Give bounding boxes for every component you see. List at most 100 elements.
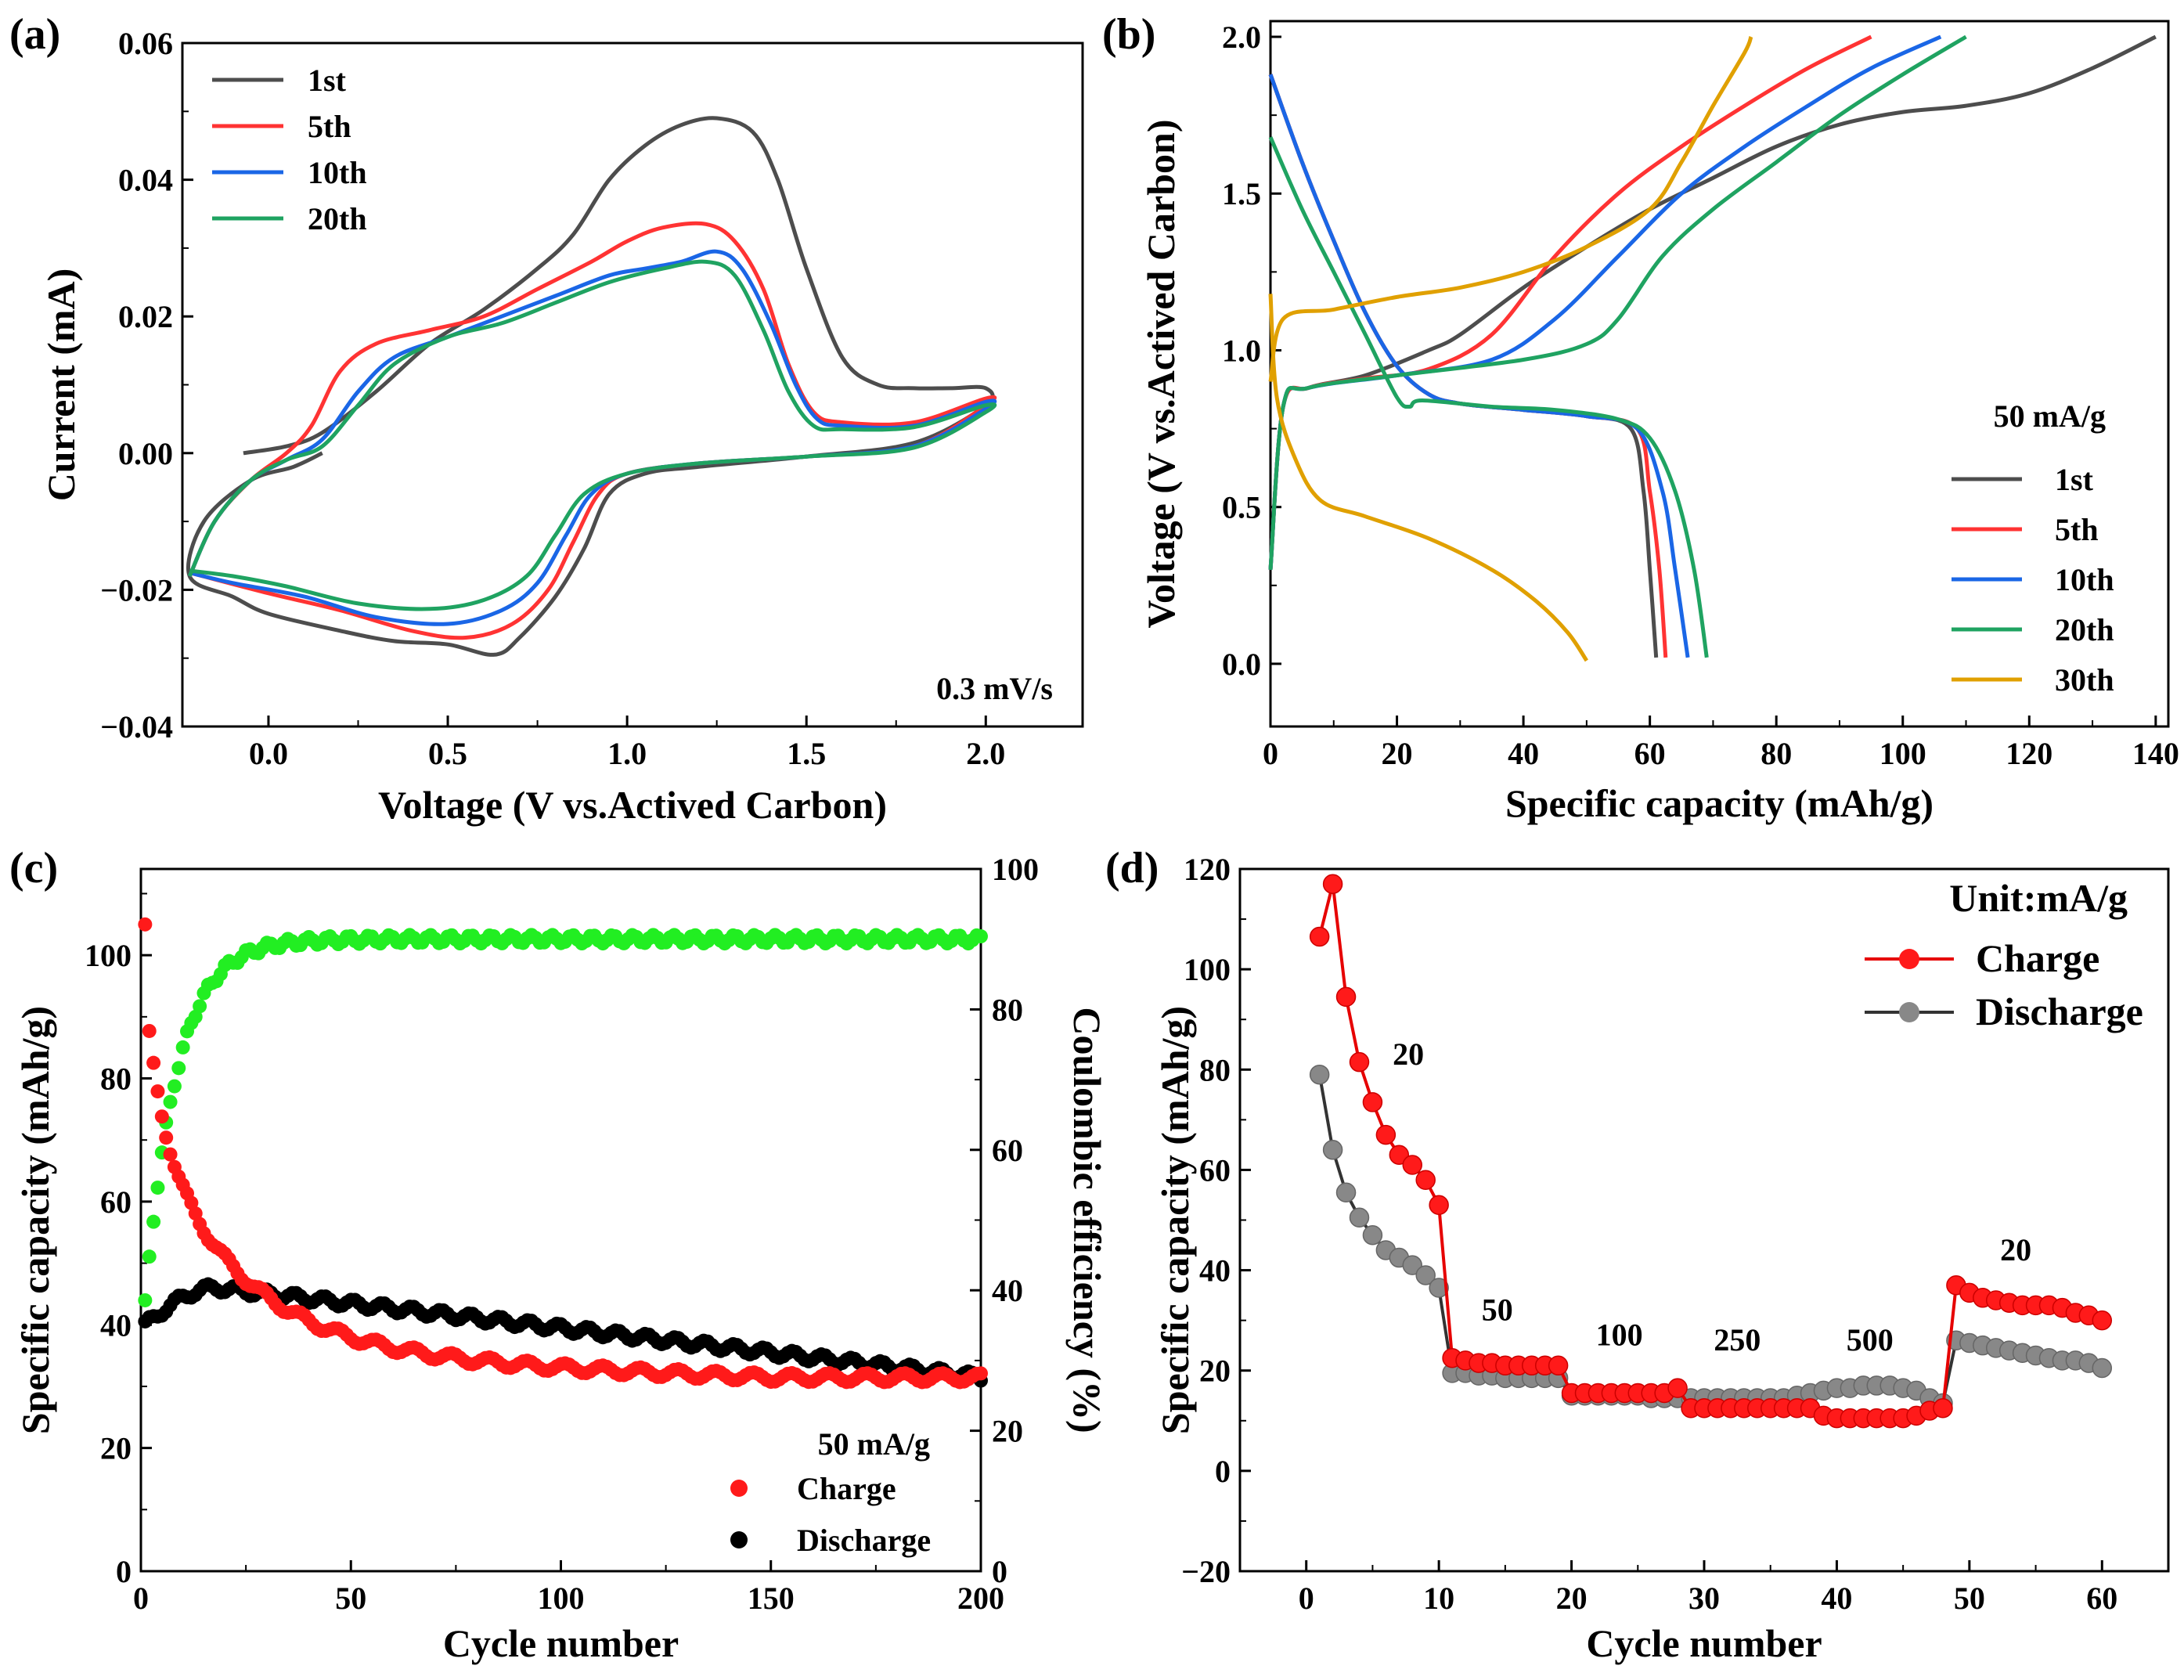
panel-d-x-axis-title: Cycle number xyxy=(1586,1621,1822,1665)
panel-c-frame xyxy=(139,867,982,1573)
ce-point xyxy=(188,1009,203,1024)
rate-point-Discharge xyxy=(1309,1064,1330,1085)
rate-label: 20 xyxy=(1393,1036,1424,1072)
rate-point-Charge xyxy=(1548,1355,1569,1376)
panel-d-ytick-label: 0 xyxy=(1215,1454,1231,1489)
legend-marker-Charge xyxy=(1899,949,1919,969)
panel-d-xtick-label: 0 xyxy=(1299,1581,1314,1616)
panel-d-xtick-label: 50 xyxy=(1954,1581,1985,1616)
legend-label-1st: 1st xyxy=(308,63,347,98)
panel-b-xtick-label: 20 xyxy=(1382,736,1413,771)
legend-label-10th: 10th xyxy=(2055,562,2114,597)
panel-d-xtick-label: 40 xyxy=(1821,1581,1852,1616)
panel-a-ytick-label: −0.04 xyxy=(100,709,173,744)
rate-point-Charge xyxy=(1933,1398,1953,1419)
panel-d-ytick-label: 80 xyxy=(1199,1052,1231,1087)
legend-label-Discharge-d: Discharge xyxy=(1976,990,2143,1033)
discharge-curve-20th xyxy=(1268,136,1709,658)
legend-label-20th: 20th xyxy=(2055,612,2114,647)
legend-label-Charge-d: Charge xyxy=(1976,936,2099,980)
rate-label: 250 xyxy=(1714,1322,1761,1357)
panel-b-label: (b) xyxy=(1102,10,1155,59)
ce-point xyxy=(167,1079,182,1094)
panel-a-ytick-label: 0.04 xyxy=(118,163,173,198)
charge-curve-1st xyxy=(1268,34,2157,570)
panel-c-xtick-label: 50 xyxy=(335,1581,366,1616)
rate-point-Charge xyxy=(1349,1051,1370,1073)
panel-a-xtick-label: 0.0 xyxy=(249,736,288,771)
legend-label-1st: 1st xyxy=(2055,462,2094,497)
charge-point xyxy=(159,1130,174,1145)
legend-title-unit: Unit:mA/g xyxy=(1949,876,2128,920)
panel-c-xtick-label: 150 xyxy=(748,1581,795,1616)
panel-d-ytick-label: 120 xyxy=(1184,852,1231,887)
panel-a-ytick-label: 0.02 xyxy=(118,299,173,334)
panel-d-ytick-label: 60 xyxy=(1199,1152,1231,1188)
legend-marker-Discharge xyxy=(1899,1002,1919,1022)
rate-point-Charge xyxy=(1389,1145,1410,1165)
ce-point xyxy=(974,929,988,944)
rate-point-Discharge xyxy=(1362,1224,1383,1246)
panel-c-ytick-label: 100 xyxy=(85,938,132,973)
ce-point xyxy=(175,1040,190,1055)
panel-a-label: (a) xyxy=(9,10,60,59)
panel-b-xtick-label: 80 xyxy=(1761,736,1792,771)
panel-d-ytick-label: −20 xyxy=(1181,1554,1231,1589)
legend-label-5th: 5th xyxy=(308,109,351,144)
panel-c-label: (c) xyxy=(9,844,58,892)
panel-a-ytick-label: −0.02 xyxy=(100,572,173,607)
panel-b-xtick-label: 40 xyxy=(1508,736,1539,771)
panel-c-y-axis-title: Specific capacity (mAh/g) xyxy=(13,1006,57,1434)
rate-point-Charge xyxy=(1362,1092,1383,1112)
legend-label-20th: 20th xyxy=(308,201,367,236)
panel-d-xtick-label: 60 xyxy=(2086,1581,2117,1616)
charge-point xyxy=(154,1109,169,1124)
panel-a-xtick-label: 1.5 xyxy=(787,736,826,771)
panel-c-right-ytick-label: 20 xyxy=(992,1414,1023,1449)
charge-point xyxy=(184,1195,199,1210)
panel-c-right-ytick-label: 0 xyxy=(992,1554,1007,1589)
panel-c-ytick-label: 80 xyxy=(100,1062,132,1097)
cv-curve-1st xyxy=(186,116,995,657)
panel-d-ytick-label: 20 xyxy=(1199,1354,1231,1389)
legend-marker-discharge xyxy=(730,1531,748,1548)
rate-point-Discharge xyxy=(1429,1278,1449,1298)
panel-c-ytick-label: 0 xyxy=(116,1554,132,1589)
panel-b-ytick-label: 1.0 xyxy=(1222,333,1261,368)
panel-c-right-ytick-label: 60 xyxy=(992,1133,1023,1168)
rate-label: 50 xyxy=(1482,1292,1513,1328)
panel-a-y-axis-title: Current (mA) xyxy=(39,269,83,502)
ce-point xyxy=(146,1214,161,1229)
panel-b-xtick-label: 100 xyxy=(1879,736,1926,771)
panel-a-x-axis-title: Voltage (V vs.Actived Carbon) xyxy=(378,783,887,827)
legend-label-30th: 30th xyxy=(2055,662,2114,698)
legend-marker-charge xyxy=(730,1480,748,1497)
rate-label: 100 xyxy=(1596,1318,1643,1353)
rate-point-Discharge xyxy=(1349,1207,1370,1228)
panel-c-ytick-label: 60 xyxy=(100,1184,132,1220)
rate-point-Discharge xyxy=(2092,1357,2113,1379)
panel-b-ytick-label: 2.0 xyxy=(1222,20,1261,55)
rate-point-Charge xyxy=(1375,1124,1397,1145)
panel-d-ytick-label: 40 xyxy=(1199,1253,1231,1289)
panel-d-xtick-label: 20 xyxy=(1556,1581,1588,1616)
rate-point-Charge xyxy=(1322,874,1343,894)
panel-c-right-ytick-label: 100 xyxy=(992,852,1039,887)
panel-d-label: (d) xyxy=(1105,844,1159,892)
charge-point xyxy=(146,1055,161,1070)
panel-c-x-axis-title: Cycle number xyxy=(443,1621,679,1665)
panel-b-xtick-label: 140 xyxy=(2132,736,2179,771)
panel-a-xtick-label: 1.0 xyxy=(607,736,647,771)
rate-point-Charge xyxy=(1402,1155,1423,1175)
rate-point-Charge xyxy=(1415,1170,1436,1190)
panel-d-ytick-label: 100 xyxy=(1184,952,1231,987)
panel-b-ytick-label: 1.5 xyxy=(1222,176,1261,211)
panel-b-xtick-label: 60 xyxy=(1634,736,1666,771)
ce-point xyxy=(171,1061,186,1076)
panel-c-xtick-label: 100 xyxy=(538,1581,585,1616)
charge-point xyxy=(188,1206,203,1221)
ce-point xyxy=(150,1181,165,1195)
charge-point xyxy=(974,1366,988,1381)
charge-point xyxy=(150,1084,165,1099)
legend-label-discharge-c: Discharge xyxy=(797,1523,931,1558)
